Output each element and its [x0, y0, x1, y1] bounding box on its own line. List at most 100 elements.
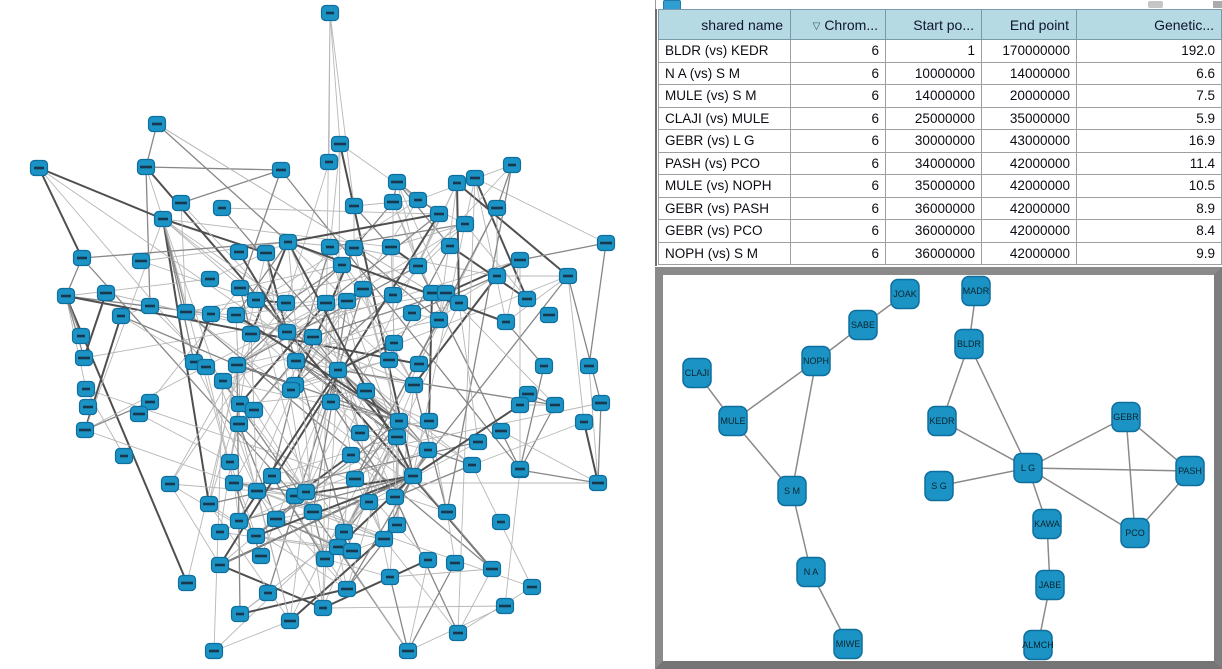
table-cell[interactable]: 7.5: [1076, 84, 1222, 108]
network-node[interactable]: [539, 306, 559, 324]
network-node[interactable]: [210, 523, 230, 541]
network-node[interactable]: [337, 580, 357, 598]
table-cell[interactable]: 30000000: [885, 129, 982, 153]
network-node[interactable]: [281, 381, 301, 399]
network-node[interactable]: [402, 304, 422, 322]
network-node[interactable]: [251, 547, 271, 565]
network-node-mule[interactable]: MULE: [718, 405, 748, 437]
network-node[interactable]: [468, 433, 488, 451]
network-node[interactable]: [447, 174, 467, 192]
network-node-n-a[interactable]: N A: [796, 556, 826, 588]
table-cell[interactable]: 16.9: [1076, 129, 1222, 153]
network-node[interactable]: [276, 294, 296, 312]
network-node[interactable]: [262, 467, 282, 485]
table-cell[interactable]: 6.6: [1076, 61, 1222, 85]
network-node-miwe[interactable]: MIWE: [833, 628, 863, 660]
table-cell[interactable]: 6: [790, 219, 886, 243]
network-node[interactable]: [332, 256, 352, 274]
network-node[interactable]: [266, 510, 286, 528]
network-node-l-g[interactable]: L G: [1013, 452, 1043, 484]
network-node[interactable]: [320, 238, 340, 256]
table-cell[interactable]: 42000000: [981, 241, 1077, 265]
network-node[interactable]: [588, 474, 608, 492]
table-cell[interactable]: 170000000: [981, 39, 1077, 63]
network-node[interactable]: [75, 421, 95, 439]
network-node[interactable]: [429, 205, 449, 223]
network-node[interactable]: [129, 405, 149, 423]
network-node[interactable]: [114, 447, 134, 465]
network-node[interactable]: [131, 252, 151, 270]
network-node[interactable]: [482, 560, 502, 578]
network-node-joak[interactable]: JOAK: [890, 278, 920, 310]
network-node[interactable]: [448, 624, 468, 642]
table-cell[interactable]: 43000000: [981, 129, 1077, 153]
network-node[interactable]: [408, 191, 428, 209]
network-node-madr[interactable]: MADR: [961, 275, 991, 307]
scrollbar-thumb[interactable]: [1148, 1, 1163, 8]
network-edge[interactable]: [1125, 416, 1136, 534]
network-node[interactable]: [201, 305, 221, 323]
network-node-s-m[interactable]: S M: [777, 475, 807, 507]
table-cell[interactable]: 6: [790, 196, 886, 220]
network-node[interactable]: [247, 482, 267, 500]
network-node[interactable]: [315, 550, 335, 568]
table-cell[interactable]: 1: [885, 39, 982, 63]
network-node[interactable]: [596, 234, 616, 252]
network-node[interactable]: [408, 257, 428, 275]
table-cell[interactable]: NOPH (vs) S M: [658, 241, 791, 265]
table-row[interactable]: MULE (vs) NOPH 6 35000000 42000000 10.5: [658, 174, 1222, 198]
network-node[interactable]: [319, 153, 339, 171]
network-node[interactable]: [303, 328, 323, 346]
network-node[interactable]: [342, 542, 362, 560]
column-header-2[interactable]: Start po...: [885, 9, 982, 40]
table-cell[interactable]: 34000000: [885, 151, 982, 175]
network-node[interactable]: [220, 453, 240, 471]
network-node[interactable]: [280, 612, 300, 630]
network-node[interactable]: [429, 311, 449, 329]
network-node[interactable]: [409, 355, 429, 373]
network-edge[interactable]: [1027, 416, 1127, 469]
network-node[interactable]: [213, 372, 233, 390]
network-node[interactable]: [510, 396, 530, 414]
table-cell[interactable]: 14000000: [981, 61, 1077, 85]
network-node[interactable]: [517, 290, 537, 308]
network-edge[interactable]: [1027, 467, 1136, 534]
network-node[interactable]: [328, 361, 348, 379]
network-node[interactable]: [359, 493, 379, 511]
column-header-4[interactable]: Genetic...: [1076, 9, 1222, 40]
network-node-noph[interactable]: NOPH: [801, 345, 831, 377]
network-node[interactable]: [241, 325, 261, 343]
table-cell[interactable]: 35000000: [885, 174, 982, 198]
network-node[interactable]: [558, 267, 578, 285]
network-node[interactable]: [385, 488, 405, 506]
network-node[interactable]: [226, 306, 246, 324]
network-node[interactable]: [278, 233, 298, 251]
network-node[interactable]: [303, 503, 323, 521]
network-node[interactable]: [76, 380, 96, 398]
table-cell[interactable]: 10.5: [1076, 174, 1222, 198]
table-row[interactable]: NOPH (vs) S M 6 36000000 42000000 9.9: [658, 241, 1222, 265]
network-node[interactable]: [389, 412, 409, 430]
table-cell[interactable]: 6: [790, 39, 886, 63]
network-node[interactable]: [229, 243, 249, 261]
network-node[interactable]: [384, 334, 404, 352]
network-edge[interactable]: [1027, 467, 1191, 472]
network-node[interactable]: [487, 199, 507, 217]
network-node[interactable]: [230, 395, 250, 413]
network-node[interactable]: [496, 313, 516, 331]
network-node[interactable]: [356, 382, 376, 400]
network-node[interactable]: [78, 398, 98, 416]
network-node[interactable]: [227, 356, 247, 374]
network-node[interactable]: [258, 584, 278, 602]
table-cell[interactable]: BLDR (vs) KEDR: [658, 39, 791, 63]
table-cell[interactable]: MULE (vs) S M: [658, 84, 791, 108]
table-cell[interactable]: 35000000: [981, 106, 1077, 130]
network-node[interactable]: [344, 239, 364, 257]
network-node[interactable]: [321, 393, 341, 411]
network-node[interactable]: [344, 197, 364, 215]
table-cell[interactable]: 5.9: [1076, 106, 1222, 130]
network-node[interactable]: [230, 279, 250, 297]
table-cell[interactable]: MULE (vs) NOPH: [658, 174, 791, 198]
table-row[interactable]: MULE (vs) S M 6 14000000 20000000 7.5: [658, 84, 1222, 108]
network-node[interactable]: [229, 512, 249, 530]
